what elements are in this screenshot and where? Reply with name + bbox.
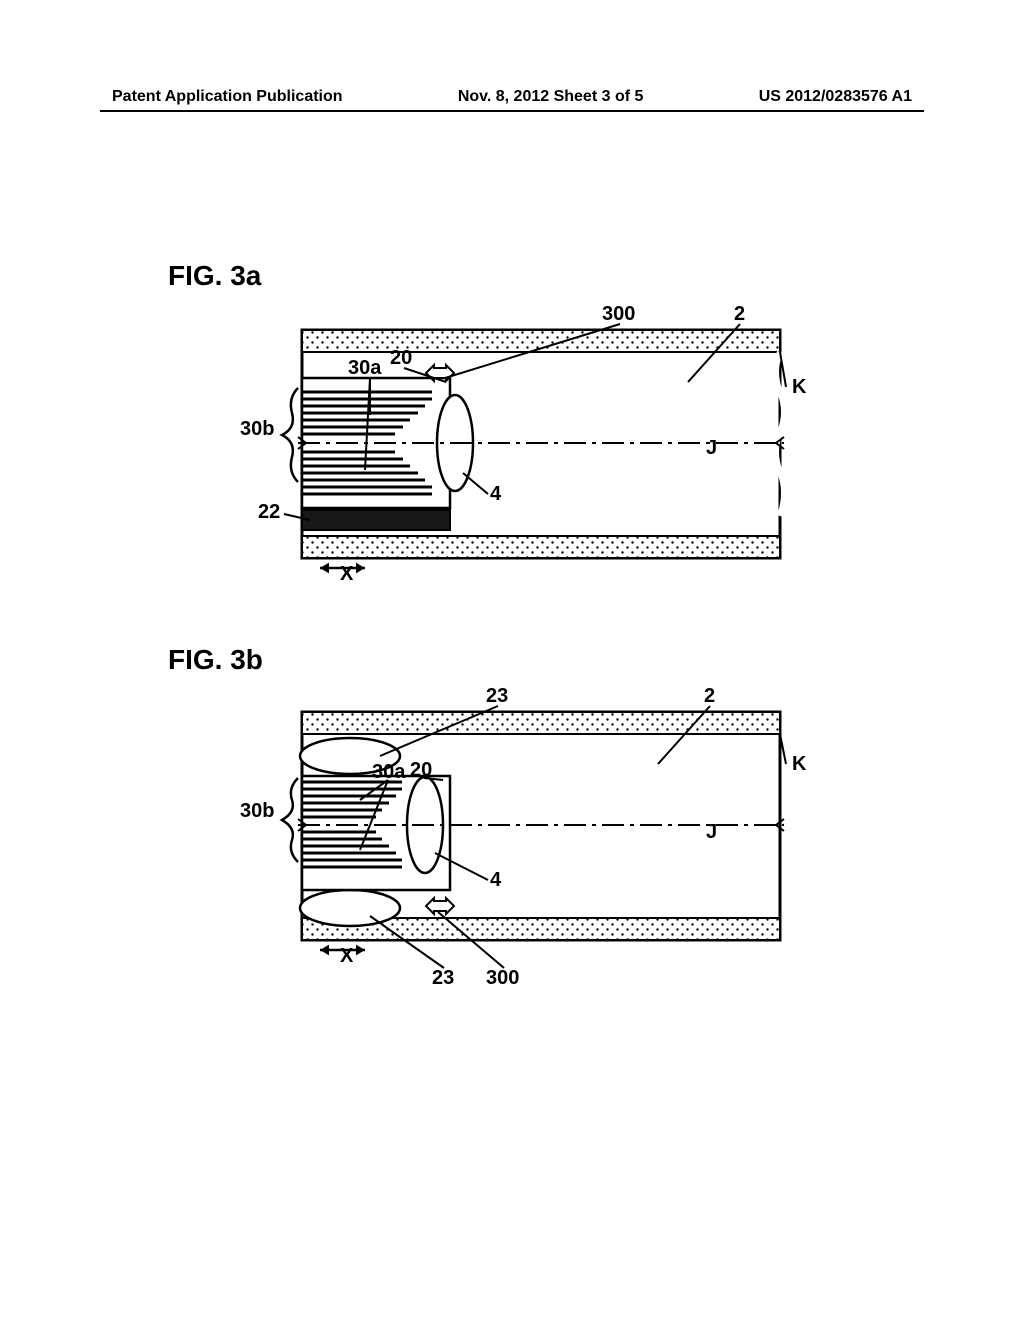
svg-text:K: K [792,376,807,398]
svg-text:30b: 30b [240,800,274,822]
svg-text:23: 23 [486,685,508,707]
svg-text:30a: 30a [348,357,382,379]
svg-text:300: 300 [602,303,635,325]
svg-text:2: 2 [704,685,715,707]
svg-text:J: J [706,437,717,459]
fig3b-label: FIG. 3b [168,644,263,676]
fig3a-svg: 300 2 K 30a 20 30b 22 4 J X [210,300,830,590]
svg-text:20: 20 [390,347,412,369]
svg-text:30b: 30b [240,418,274,440]
header-center: Nov. 8, 2012 Sheet 3 of 5 [458,88,644,106]
fig3a-diagram: 300 2 K 30a 20 30b 22 4 J X [210,300,830,590]
svg-text:300: 300 [486,967,519,989]
header-right: US 2012/0283576 A1 [759,88,912,106]
page: Patent Application Publication Nov. 8, 2… [0,0,1024,1320]
header-left: Patent Application Publication [112,88,343,106]
svg-text:23: 23 [432,967,454,989]
header-rule [100,110,924,112]
svg-text:J: J [706,821,717,843]
svg-text:22: 22 [258,501,280,523]
page-header: Patent Application Publication Nov. 8, 2… [0,88,1024,106]
fig3a-label: FIG. 3a [168,260,261,292]
svg-text:20: 20 [410,759,432,781]
svg-text:X: X [340,945,354,967]
fig3b-diagram: 23 2 K 30a20 30b 4 J X 23 300 [210,682,830,1002]
svg-text:2: 2 [734,303,745,325]
svg-text:K: K [792,753,807,775]
svg-text:X: X [340,563,354,585]
svg-text:30a: 30a [372,761,406,783]
svg-text:4: 4 [490,483,502,505]
svg-text:4: 4 [490,869,502,891]
fig3b-svg: 23 2 K 30a20 30b 4 J X 23 300 [210,682,830,1002]
